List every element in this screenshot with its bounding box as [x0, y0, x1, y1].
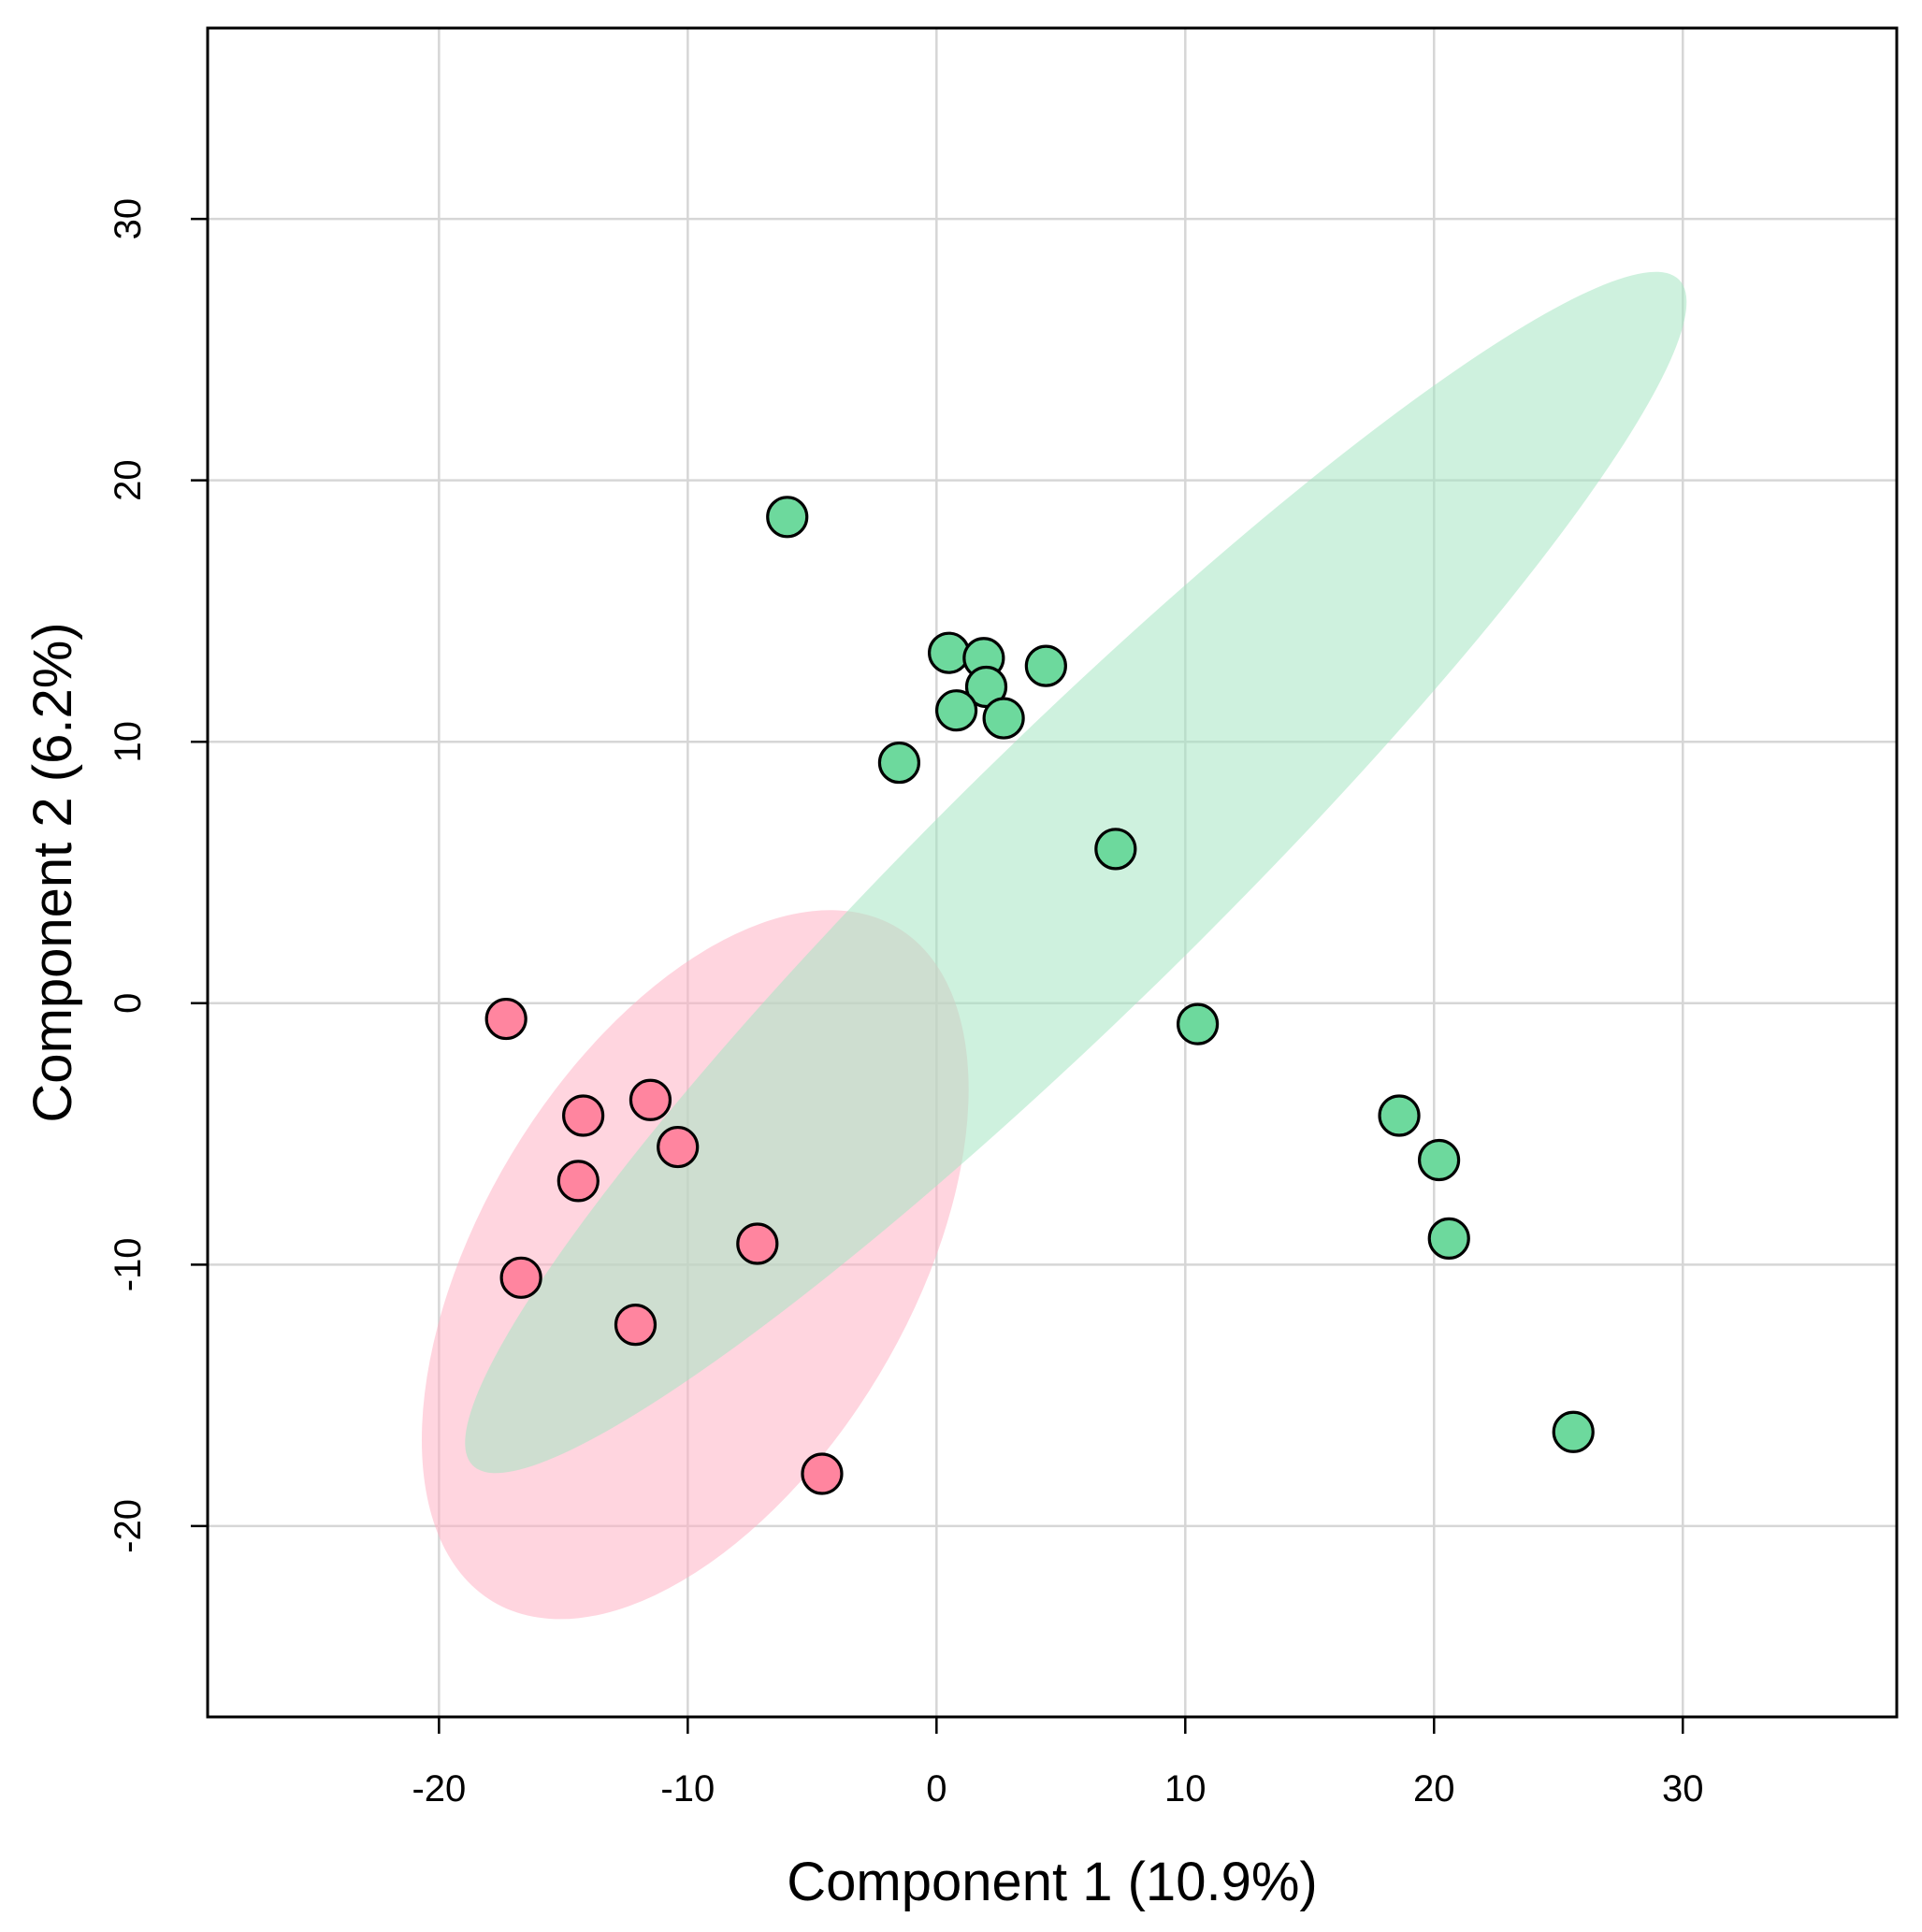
y-tick-label: 10 — [108, 721, 149, 763]
point-group-2 — [877, 741, 921, 785]
point-group-1 — [736, 1222, 779, 1265]
point-group-1 — [801, 1452, 844, 1495]
point-group-2 — [928, 631, 971, 674]
x-tick-label: -10 — [660, 1768, 715, 1809]
point-group-1 — [657, 1125, 700, 1169]
confidence-ellipses — [421, 271, 1687, 1620]
y-tick-label: -10 — [108, 1237, 149, 1291]
point-group-1 — [484, 997, 527, 1041]
y-tick-label: -20 — [108, 1499, 149, 1553]
y-tick-label: 0 — [108, 993, 149, 1014]
axis-ticks: -20 -10 0 10 20 30 -20 -10 0 10 20 30 — [108, 198, 1704, 1809]
x-tick-label: 20 — [1413, 1768, 1455, 1809]
point-group-2 — [1094, 828, 1137, 871]
point-group-1 — [556, 1160, 600, 1203]
point-group-2 — [1427, 1217, 1470, 1260]
point-group-2 — [1024, 644, 1067, 687]
y-tick-label: 20 — [108, 459, 149, 501]
point-group-2 — [1552, 1410, 1595, 1453]
point-group-2 — [1176, 1002, 1220, 1045]
point-group-2 — [982, 697, 1025, 740]
x-tick-label: 30 — [1662, 1768, 1704, 1809]
point-group-2 — [1417, 1138, 1461, 1182]
y-tick-label: 30 — [108, 198, 149, 240]
point-group-2 — [934, 689, 978, 732]
ellipse-group-2 — [465, 271, 1687, 1474]
point-group-2 — [766, 496, 809, 539]
x-tick-label: 10 — [1164, 1768, 1207, 1809]
point-group-2 — [1378, 1094, 1421, 1137]
point-group-1 — [499, 1256, 542, 1299]
point-group-1 — [614, 1304, 658, 1347]
x-tick-label: -20 — [412, 1768, 466, 1809]
y-axis-title: Component 2 (6.2%) — [22, 622, 83, 1122]
x-tick-label: 0 — [926, 1768, 947, 1809]
point-group-1 — [629, 1078, 672, 1121]
data-points — [484, 496, 1595, 1495]
x-axis-title: Component 1 (10.9%) — [787, 1852, 1317, 1912]
point-group-1 — [562, 1094, 605, 1137]
plot-frame — [206, 26, 1899, 1719]
